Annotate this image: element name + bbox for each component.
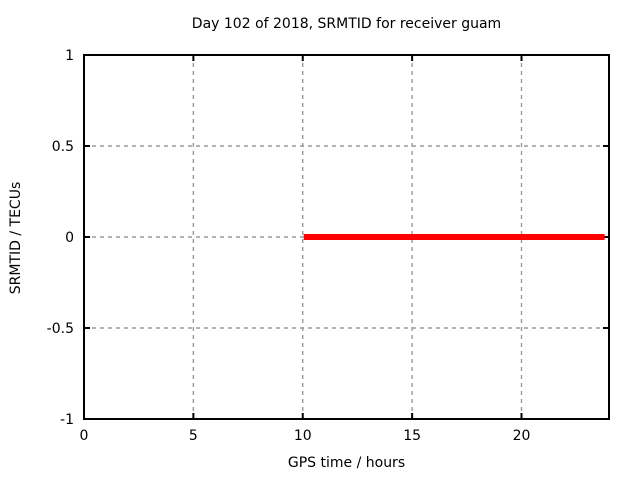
x-tick-label: 0: [80, 428, 89, 444]
x-tick-label: 5: [189, 428, 198, 444]
chart-title: Day 102 of 2018, SRMTID for receiver gua…: [191, 16, 502, 32]
x-tick-label: 15: [403, 428, 421, 444]
x-tick-label: 20: [513, 428, 531, 444]
y-tick-label: 0: [65, 230, 74, 246]
y-tick-label: 1: [65, 48, 74, 64]
y-tick-label: 0.5: [52, 139, 74, 155]
x-axis-label: GPS time / hours: [287, 455, 406, 471]
x-tick-label: 10: [294, 428, 312, 444]
y-tick-label: -0.5: [47, 321, 74, 337]
y-tick-label: -1: [60, 412, 74, 428]
